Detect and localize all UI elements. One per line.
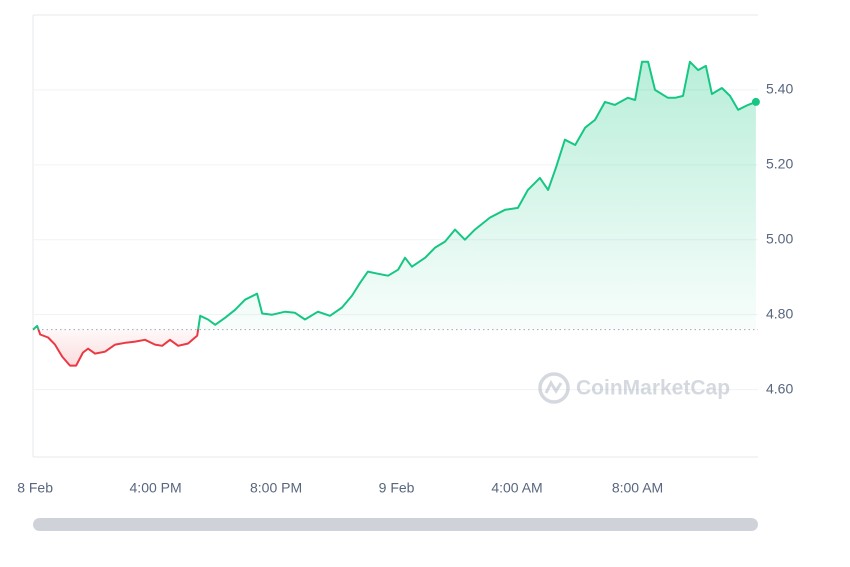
watermark-logo [544,379,563,394]
x-tick-label: 4:00 AM [491,480,542,496]
x-tick-label: 8:00 PM [250,480,302,496]
x-tick-label: 9 Feb [379,480,415,496]
watermark-text: CoinMarketCap [576,377,730,400]
price-area [33,61,756,366]
x-tick-label: 8:00 AM [612,480,663,496]
y-tick-label: 5.20 [766,156,793,172]
y-tick-label: 4.80 [766,305,793,321]
x-tick-label: 8 Feb [17,480,53,496]
x-tick-label: 4:00 PM [130,480,182,496]
scrollbar[interactable] [33,518,758,531]
y-tick-label: 5.40 [766,81,793,97]
watermark: CoinMarketCap [538,372,730,404]
y-tick-label: 4.60 [766,380,793,396]
watermark-logo [538,372,570,404]
y-tick-label: 5.00 [766,230,793,246]
last-point [751,97,760,106]
price-line [32,60,757,367]
